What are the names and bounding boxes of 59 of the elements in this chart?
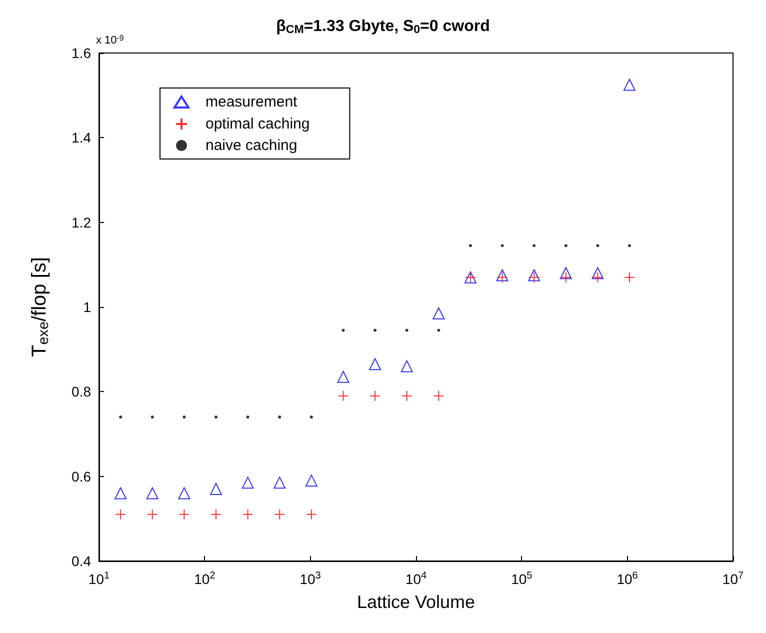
x-axis-title: Lattice Volume bbox=[356, 592, 476, 612]
point bbox=[628, 244, 632, 248]
point bbox=[214, 416, 218, 419]
point bbox=[242, 508, 254, 520]
y-tick-label: 1.2 bbox=[72, 214, 92, 230]
point bbox=[338, 390, 349, 402]
point bbox=[210, 508, 222, 520]
point bbox=[369, 358, 382, 370]
point bbox=[146, 487, 158, 500]
point bbox=[401, 390, 412, 402]
point bbox=[274, 508, 286, 520]
point bbox=[433, 390, 444, 402]
point bbox=[274, 476, 286, 489]
y-tick-label: 0.4 bbox=[72, 553, 92, 569]
point bbox=[496, 269, 508, 282]
point bbox=[496, 272, 508, 283]
legend-label: measurement bbox=[206, 94, 298, 110]
point bbox=[337, 370, 350, 383]
point bbox=[468, 244, 472, 248]
point bbox=[310, 416, 313, 419]
point bbox=[528, 269, 540, 282]
legend-label: naive caching bbox=[206, 137, 298, 154]
point bbox=[278, 416, 282, 419]
point bbox=[374, 328, 377, 332]
y-axis-title: Texe/flop [s] bbox=[28, 257, 52, 357]
point bbox=[115, 508, 126, 520]
point bbox=[596, 244, 600, 248]
point bbox=[592, 272, 604, 283]
point bbox=[560, 272, 572, 283]
point bbox=[146, 508, 158, 520]
point bbox=[532, 244, 536, 248]
point bbox=[178, 487, 190, 500]
y-tick-label: 1.6 bbox=[72, 45, 92, 61]
point bbox=[370, 390, 381, 402]
point bbox=[246, 416, 250, 419]
point bbox=[114, 487, 127, 500]
point bbox=[305, 474, 318, 487]
point bbox=[182, 416, 186, 419]
y-tick-label: 0.6 bbox=[72, 468, 92, 484]
point bbox=[624, 272, 636, 283]
y-tick-label: 0.8 bbox=[72, 384, 92, 400]
point bbox=[560, 267, 572, 280]
point bbox=[528, 272, 540, 283]
point bbox=[564, 244, 568, 248]
y-tick-label: 1.4 bbox=[72, 130, 92, 146]
legend-label: optimal caching bbox=[206, 116, 310, 132]
point bbox=[592, 267, 604, 280]
point bbox=[210, 483, 222, 496]
point bbox=[119, 416, 122, 419]
point bbox=[342, 328, 345, 332]
point bbox=[500, 244, 504, 248]
point bbox=[178, 508, 190, 520]
point bbox=[624, 78, 636, 91]
point bbox=[242, 476, 254, 489]
point bbox=[400, 360, 413, 372]
y-tick-label: 1 bbox=[83, 299, 92, 315]
point bbox=[150, 416, 154, 419]
point bbox=[432, 307, 445, 320]
point bbox=[306, 508, 317, 520]
